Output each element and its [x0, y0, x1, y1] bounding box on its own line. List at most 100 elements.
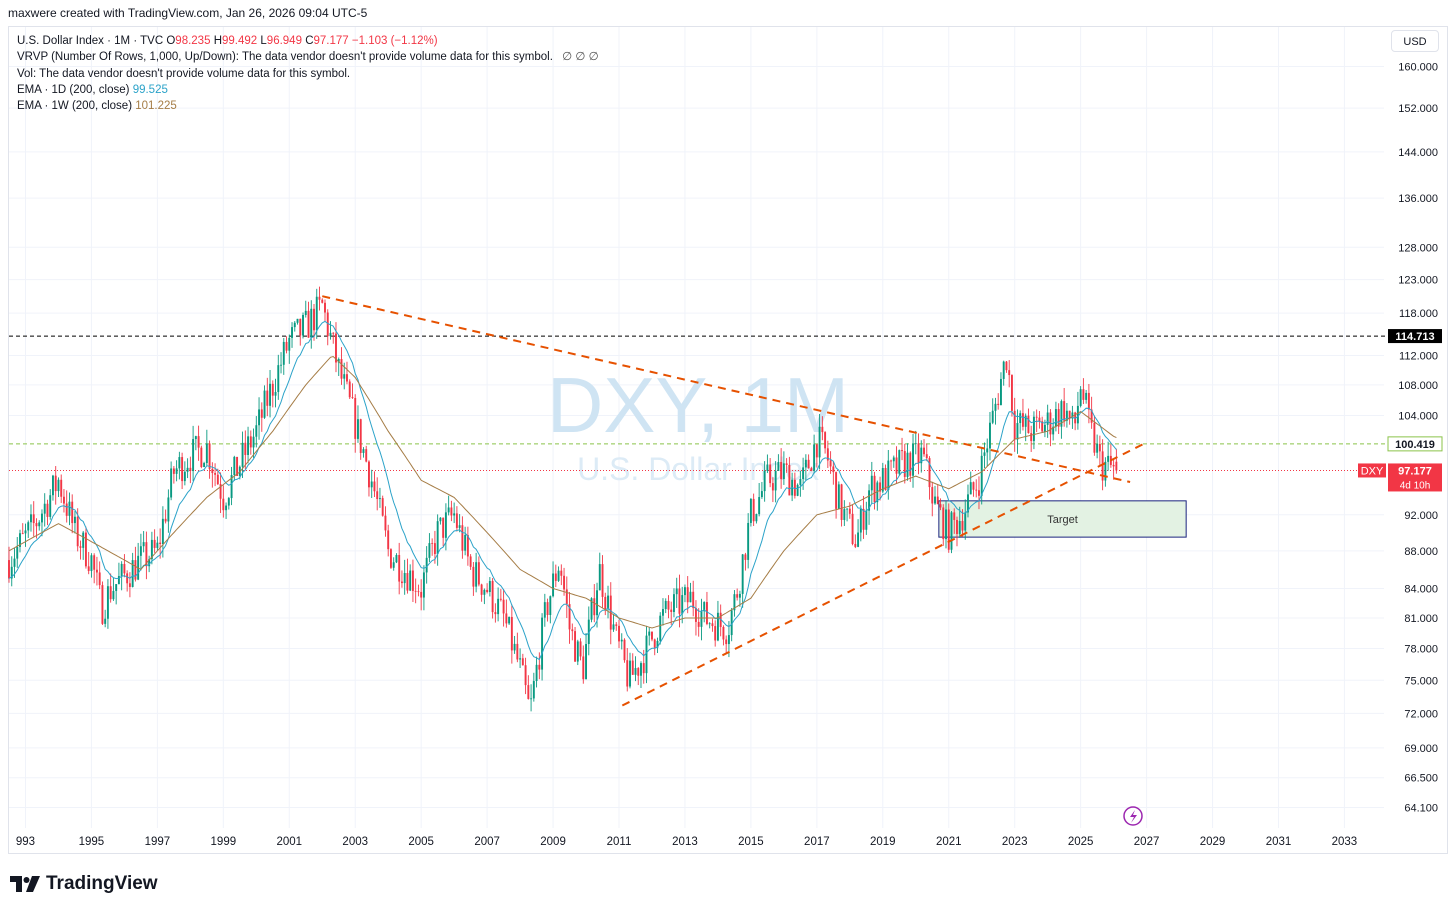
candle-body — [13, 558, 16, 567]
candle-body — [219, 484, 222, 499]
candle-body — [824, 432, 827, 449]
candle-body — [422, 572, 425, 598]
candle-body — [486, 589, 489, 593]
candle-body — [604, 596, 607, 610]
candle-body — [568, 604, 571, 630]
candle-body — [615, 624, 618, 626]
candle-body — [807, 459, 810, 469]
candle-body — [769, 464, 772, 484]
price-axis: 160.000 152.000 144.000 136.000 128.000 123.0… — [1358, 62, 1443, 815]
candle-body — [837, 484, 840, 509]
candle-body — [326, 312, 329, 337]
candle-body — [667, 600, 670, 610]
replay-icon[interactable] — [1123, 806, 1143, 826]
legend-volume-row[interactable]: Vol: The data vendor doesn't provide vol… — [17, 66, 599, 82]
candle-body — [351, 397, 354, 399]
candle-body — [93, 555, 96, 570]
price-tick-label: 108.000 — [1398, 380, 1438, 392]
candle-body — [741, 554, 744, 594]
legend-ema1-row[interactable]: EMA · 1D (200, close) 99.525 — [17, 82, 599, 98]
candle-body — [590, 598, 593, 620]
candle-body — [167, 497, 170, 522]
candle-body — [406, 573, 409, 591]
candle-body — [1005, 361, 1008, 371]
candle-body — [653, 639, 656, 648]
candle-body — [914, 443, 917, 445]
candle-body — [848, 508, 851, 514]
candle-body — [879, 482, 882, 492]
candle-body — [835, 472, 838, 509]
candle-body — [95, 569, 98, 573]
candle-body — [444, 512, 447, 538]
candle-body — [716, 612, 719, 641]
candle-body — [46, 503, 49, 517]
candle-body — [700, 611, 703, 627]
legend-vrvp-row[interactable]: VRVP (Number Of Rows, 1,000, Up/Down): T… — [17, 49, 599, 65]
candle-body — [477, 562, 480, 585]
price-tick-label: 66.500 — [1404, 773, 1438, 785]
candle-body — [912, 443, 914, 476]
candle-body — [796, 484, 799, 496]
candle-body — [601, 564, 604, 597]
candle-body — [840, 484, 843, 520]
candle-body — [780, 461, 783, 480]
candle-body — [1068, 410, 1071, 419]
candle-body — [763, 470, 766, 492]
candle-body — [1027, 415, 1030, 434]
candle-body — [519, 658, 522, 660]
candle-body — [60, 479, 63, 497]
candle-body — [736, 594, 739, 598]
candle-body — [909, 452, 912, 476]
candle-body — [535, 664, 538, 682]
candle-body — [868, 490, 871, 511]
symbol-tag-label: DXY — [1361, 465, 1384, 477]
tradingview-logo[interactable]: TradingView — [10, 873, 158, 895]
candle-body — [392, 562, 395, 568]
candle-body — [722, 626, 725, 640]
price-tick-label: 128.000 — [1398, 242, 1438, 254]
candle-body — [1032, 416, 1035, 442]
candle-body — [409, 570, 412, 591]
candle-body — [156, 542, 159, 548]
price-tick-label: 144.000 — [1398, 147, 1438, 159]
candle-body — [216, 474, 219, 485]
candle-body — [32, 514, 35, 524]
candle-body — [170, 468, 173, 498]
candle-body — [683, 587, 686, 596]
candle-body — [205, 443, 208, 464]
candle-body — [956, 519, 958, 534]
candle-body — [703, 602, 706, 612]
candle-body — [203, 463, 206, 468]
candle-body — [818, 426, 821, 458]
candle-body — [508, 616, 511, 624]
candle-body — [90, 555, 93, 571]
legend-symbol-row[interactable]: U.S. Dollar Index · 1M · TVC O98.235 H99… — [17, 33, 599, 49]
time-tick-label: 2009 — [540, 836, 566, 848]
candle-body — [348, 381, 351, 398]
candle-body — [870, 475, 873, 491]
candle-body — [19, 533, 21, 547]
candle-body — [967, 494, 969, 513]
candle-body — [313, 308, 315, 331]
candle-body — [925, 454, 928, 459]
legend-ema2-row[interactable]: EMA · 1W (200, close) 101.225 — [17, 98, 599, 114]
candle-body — [945, 509, 947, 540]
candle-body — [571, 629, 574, 632]
candle-body — [469, 556, 472, 567]
candle-body — [211, 468, 214, 474]
ema-lines — [8, 320, 1117, 661]
legend: U.S. Dollar Index · 1M · TVC O98.235 H99… — [17, 33, 599, 114]
watermark-title: DXY, 1M — [547, 361, 849, 449]
candle-body — [516, 643, 519, 660]
legend-high-label: H — [213, 35, 222, 47]
time-tick-label: 2033 — [1332, 836, 1358, 848]
candle-body — [978, 490, 980, 496]
candle-body — [62, 496, 65, 504]
candle-body — [52, 475, 54, 496]
candle-body — [576, 641, 579, 662]
candle-body — [524, 665, 527, 686]
currency-button[interactable]: USD — [1391, 30, 1439, 52]
candle-body — [813, 444, 816, 471]
candle-body — [222, 498, 225, 511]
